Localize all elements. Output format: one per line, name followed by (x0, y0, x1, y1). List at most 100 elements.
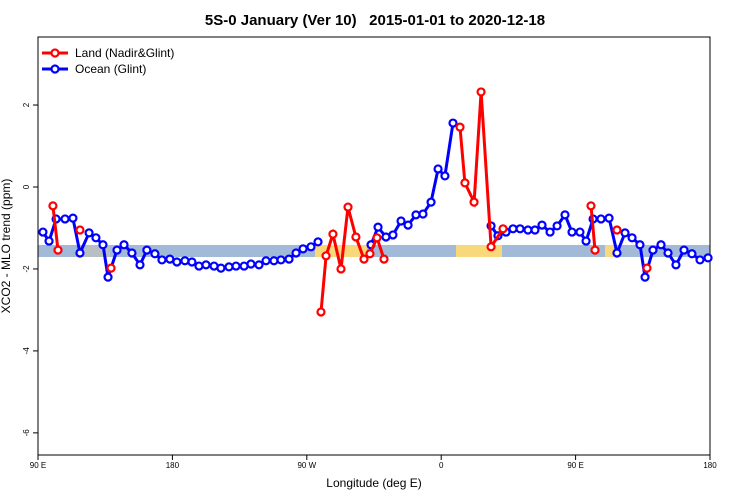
x-tick-label: 90 E (30, 461, 46, 470)
data-point (246, 259, 256, 269)
data-point (187, 257, 197, 267)
x-tick-label: 0 (439, 461, 444, 470)
data-point (448, 118, 458, 128)
data-point (640, 272, 650, 282)
legend-marker (50, 64, 60, 74)
data-point (372, 233, 382, 243)
data-point (231, 261, 241, 271)
data-point (567, 227, 577, 237)
data-point (106, 263, 116, 273)
data-point (469, 197, 479, 207)
data-point (642, 263, 652, 273)
data-point (581, 236, 591, 246)
data-point (60, 214, 70, 224)
data-point (627, 233, 637, 243)
y-tick-label: -4 (22, 347, 31, 355)
x-tick-label: 180 (703, 461, 717, 470)
data-point (98, 240, 108, 250)
y-axis-label: XCO2 - MLO trend (ppm) (0, 179, 13, 314)
data-point (291, 248, 301, 258)
data-point (687, 249, 697, 259)
data-point (180, 256, 190, 266)
data-point (426, 197, 436, 207)
data-point (135, 260, 145, 270)
data-point (560, 210, 570, 220)
x-tick-label: 90 W (297, 461, 316, 470)
data-point (150, 249, 160, 259)
data-point (313, 237, 323, 247)
data-point (396, 216, 406, 226)
data-point (172, 257, 182, 267)
data-point (44, 236, 54, 246)
y-tick-label: 0 (22, 184, 31, 189)
data-point (612, 248, 622, 258)
data-point (635, 240, 645, 250)
data-point (127, 248, 137, 258)
y-tick-label: -6 (22, 429, 31, 437)
data-point (411, 210, 421, 220)
data-point (418, 209, 428, 219)
data-point (365, 249, 375, 259)
data-point (671, 260, 681, 270)
data-point (298, 244, 308, 254)
data-point (612, 225, 622, 235)
data-point (586, 201, 596, 211)
data-point (261, 256, 271, 266)
data-point (403, 220, 413, 230)
data-point (679, 245, 689, 255)
data-point (201, 260, 211, 270)
data-point (53, 245, 63, 255)
data-point (596, 214, 606, 224)
series-line (53, 92, 647, 312)
data-point (224, 262, 234, 272)
data-point (433, 164, 443, 174)
data-point (328, 229, 338, 239)
data-point (68, 213, 78, 223)
data-point (388, 230, 398, 240)
data-point (663, 248, 673, 258)
data-point (284, 254, 294, 264)
data-point (276, 255, 286, 265)
data-point (91, 233, 101, 243)
data-point (254, 260, 264, 270)
data-point (440, 171, 450, 181)
data-point (351, 232, 361, 242)
data-point (51, 214, 61, 224)
plot-frame (37, 36, 711, 456)
legend-label: Ocean (Glint) (75, 62, 146, 76)
data-point (498, 224, 508, 234)
data-point (575, 227, 585, 237)
x-tick-label: 180 (166, 461, 180, 470)
data-point (38, 227, 48, 237)
data-point (316, 307, 326, 317)
data-point (545, 227, 555, 237)
data-point (537, 220, 547, 230)
data-point (455, 122, 465, 132)
legend-marker (50, 48, 60, 58)
data-point (373, 222, 383, 232)
data-point (157, 255, 167, 265)
data-point (306, 242, 316, 252)
data-point (75, 248, 85, 258)
data-point (604, 213, 614, 223)
reference-band (38, 245, 710, 257)
data-point (216, 263, 226, 273)
data-point (486, 242, 496, 252)
data-point (476, 87, 486, 97)
x-tick-label: 90 E (567, 461, 583, 470)
data-point (112, 245, 122, 255)
data-point (552, 221, 562, 231)
data-point (359, 254, 369, 264)
chart-title: 5S-0 January (Ver 10) 2015-01-01 to 2020… (205, 12, 545, 29)
data-point (84, 228, 94, 238)
data-point (75, 225, 85, 235)
data-point (590, 245, 600, 255)
data-point (620, 228, 630, 238)
data-point (460, 178, 470, 188)
data-point (530, 225, 540, 235)
y-tick-label: -2 (22, 265, 31, 273)
data-point (379, 254, 389, 264)
data-point (142, 245, 152, 255)
data-point (695, 255, 705, 265)
data-point (515, 224, 525, 234)
